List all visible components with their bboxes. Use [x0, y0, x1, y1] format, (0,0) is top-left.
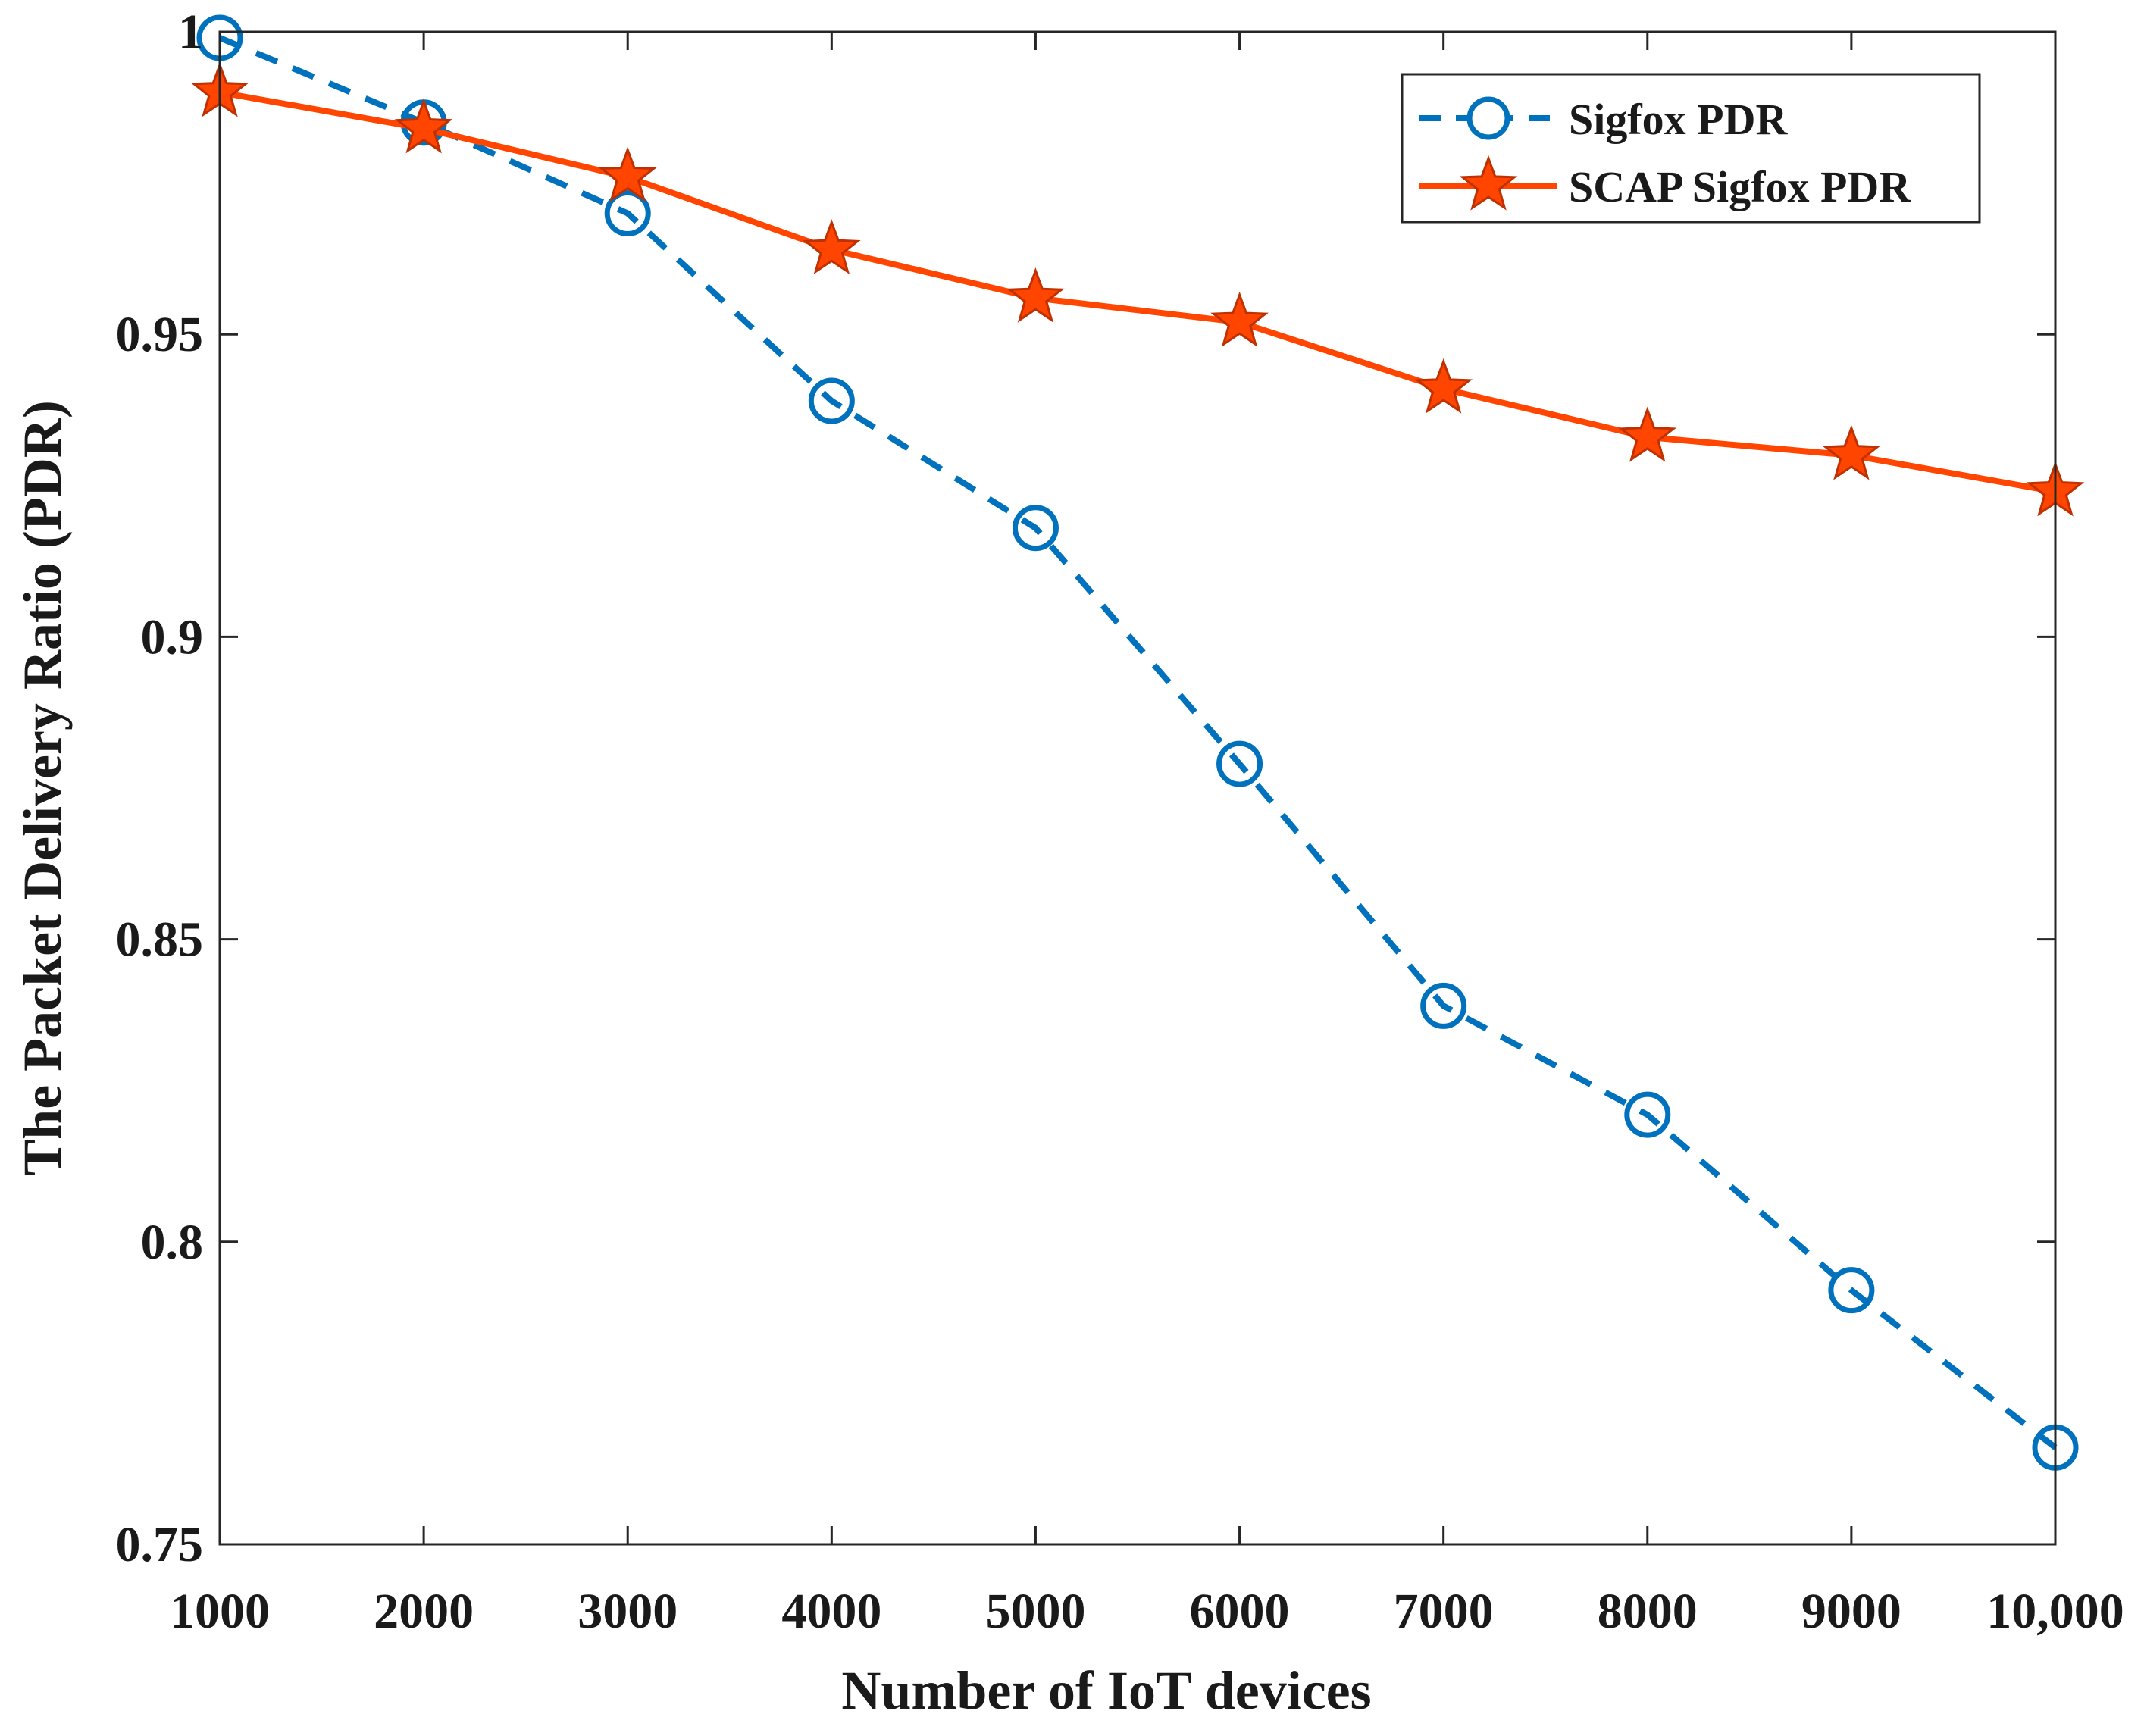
series-line-scap-sigfox — [219, 89, 2056, 495]
x-tick-label: 9000 — [1801, 1584, 1901, 1639]
x-tick-label: 1000 — [170, 1584, 270, 1639]
plot-area — [220, 32, 2055, 1544]
x-tick-label: 7000 — [1394, 1584, 1494, 1639]
data-point-sigfox — [1828, 1267, 1875, 1314]
legend-marker-scap — [1459, 155, 1518, 211]
data-point-sigfox — [808, 377, 855, 424]
data-point-sigfox — [604, 190, 651, 237]
legend: Sigfox PDR SCAP Sigfox PDR — [1401, 73, 1981, 224]
x-tick-label: 2000 — [374, 1584, 474, 1639]
data-point-sigfox — [1624, 1091, 1671, 1138]
series-layer — [190, 14, 2085, 1471]
x-tick-label: 10,000 — [1986, 1584, 2124, 1639]
y-tick-label: 0.95 — [116, 307, 204, 362]
tick-labels: 1000 2000 3000 4000 5000 6000 7000 8000 9000 10,0… — [116, 5, 2124, 1639]
series-line-sigfox — [218, 35, 2058, 1450]
data-point-scap-sigfox — [1210, 291, 1269, 347]
data-point-scap-sigfox — [598, 146, 657, 202]
data-point-scap-sigfox — [1006, 267, 1065, 323]
x-tick-label: 6000 — [1190, 1584, 1290, 1639]
x-tick-label: 3000 — [577, 1584, 678, 1639]
x-tick-label: 8000 — [1598, 1584, 1698, 1639]
data-point-sigfox — [1012, 505, 1059, 552]
y-tick-label: 0.8 — [141, 1215, 204, 1270]
y-tick-label: 0.75 — [116, 1517, 204, 1572]
legend-label-sigfox: Sigfox PDR — [1569, 95, 1789, 144]
data-point-scap-sigfox — [802, 219, 861, 275]
x-tick-label: 5000 — [985, 1584, 1085, 1639]
data-point-scap-sigfox — [394, 98, 453, 154]
x-tick-label: 4000 — [781, 1584, 881, 1639]
data-point-scap-sigfox — [1822, 424, 1881, 480]
x-axis-title: Number of IoT devices — [841, 1660, 1371, 1721]
data-point-sigfox — [1420, 982, 1467, 1029]
legend-label-scap: SCAP Sigfox PDR — [1569, 162, 1911, 211]
axis-ticks — [218, 30, 2057, 1546]
y-axis-title: The Packet Delivery Ratio (PDR) — [12, 400, 73, 1176]
data-point-scap-sigfox — [1414, 358, 1473, 414]
data-point-sigfox — [1216, 740, 1263, 787]
plot-frame — [218, 30, 2057, 1546]
y-tick-label: 1 — [178, 5, 203, 60]
legend-marker-sigfox — [1466, 96, 1510, 140]
y-tick-label: 0.85 — [116, 912, 204, 968]
data-point-scap-sigfox — [1618, 406, 1677, 462]
y-tick-label: 0.9 — [141, 609, 204, 665]
